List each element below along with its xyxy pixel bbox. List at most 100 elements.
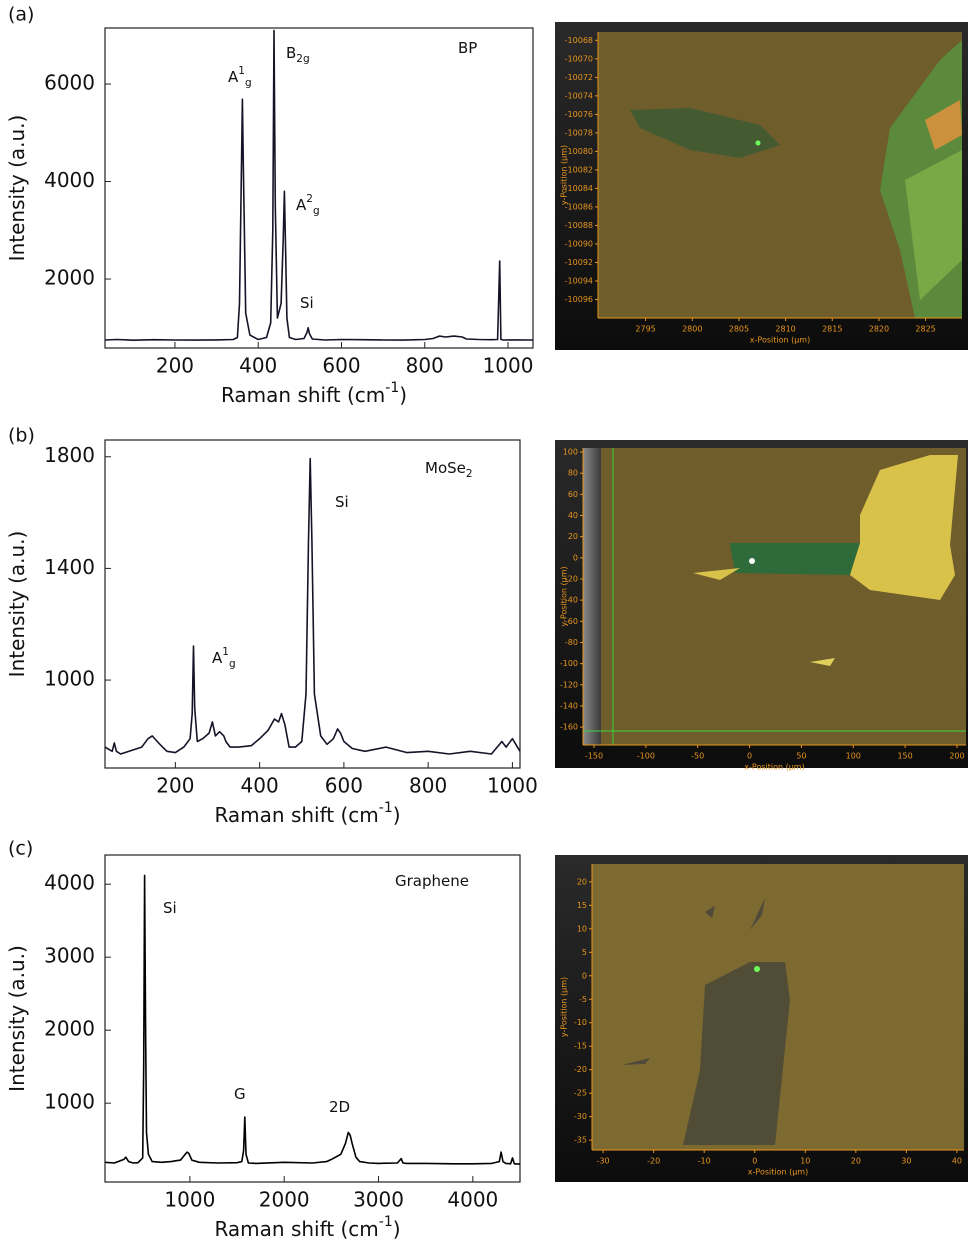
y-tick-label: 20 [577,877,587,886]
text-segment: g [229,658,236,670]
y-tick-label: 100 [563,448,578,457]
y-tick-label: 20 [568,532,578,541]
x-tick-label: 0 [752,1157,757,1166]
x-tick-label: 400 [239,354,277,378]
y-tick-label: -10068 [565,36,593,45]
plot-frame [105,28,533,348]
y-tick-label: -35 [574,1136,587,1145]
x-tick-label: 150 [897,752,912,761]
text-segment: 1 [222,646,229,658]
peak-annotation: BP [458,39,477,57]
y-tick-label: 4000 [44,871,95,895]
peak-annotation: A2g [296,193,320,217]
flake [730,543,860,575]
y-tick-label: 5 [582,948,587,957]
x-tick-label: 800 [406,354,444,378]
y-tick-label: -20 [574,1065,587,1074]
y-axis-label: Intensity (a.u.) [5,531,29,678]
y-tick-label: -25 [574,1089,587,1098]
y-tick-label: 10 [577,924,587,933]
y-axis-label: Intensity (a.u.) [5,945,29,1092]
y-tick-label: 2000 [44,266,95,290]
spectrum-line [105,30,533,340]
y-tick-label: -10092 [565,258,593,267]
y-tick-label: -10080 [565,147,593,156]
y-tick-label: 15 [577,901,587,910]
text-segment: G [234,1085,246,1103]
spectrum-line [105,875,520,1164]
x-tick-label: 20 [851,1157,861,1166]
peak-annotation: Si [300,294,314,312]
text-segment: B [286,44,296,62]
y-tick-label: -30 [574,1112,587,1121]
x-tick-label: 2805 [729,325,749,334]
x-tick-label: 2820 [869,325,889,334]
peak-annotation: Si [335,493,349,511]
text-segment: 2D [329,1098,350,1116]
laser-spot [754,966,760,972]
y-tick-label: 1000 [44,667,95,691]
y-tick-label: 1000 [44,1090,95,1114]
y-tick-label: -10096 [565,295,593,304]
y-tick-label: -10074 [565,91,593,100]
side-band [583,448,601,745]
x-tick-label: 50 [796,752,806,761]
peak-annotation: MoSe2 [425,459,473,481]
text-segment: ) [393,1217,401,1241]
x-tick-label: 40 [952,1157,962,1166]
x-tick-label: 4000 [447,1188,498,1212]
y-axis-label: y-Position (µm) [560,566,569,626]
x-tick-label: 30 [901,1157,911,1166]
y-tick-label: 2000 [44,1017,95,1041]
text-segment: g [313,205,320,217]
x-axis-label: Raman shift (cm-1) [221,380,407,407]
y-tick-label: -80 [565,638,578,647]
x-tick-label: 10 [800,1157,810,1166]
peak-annotation: G [234,1085,246,1103]
text-segment: -1 [379,1214,393,1230]
y-tick-label: -10078 [565,128,593,137]
laser-spot [749,558,755,564]
y-tick-label: -160 [560,723,578,732]
x-tick-label: -50 [691,752,704,761]
text-segment: Si [163,899,177,917]
x-tick-label: 400 [241,774,279,798]
x-axis-label: x-Position (µm) [748,1168,808,1177]
peak-annotation: 2D [329,1098,350,1116]
y-tick-label: -100 [560,659,578,668]
text-segment: Graphene [395,872,469,890]
y-tick-label: 40 [568,511,578,520]
text-segment: Intensity (a.u.) [5,115,29,262]
text-segment: ) [393,803,401,827]
text-segment: BP [458,39,477,57]
text-segment: Raman shift (cm [221,383,385,407]
x-tick-label: -100 [637,752,655,761]
text-segment: Intensity (a.u.) [5,945,29,1092]
y-tick-label: 0 [573,553,578,562]
micrograph [592,864,964,1150]
x-tick-label: 600 [325,774,363,798]
x-tick-label: 600 [322,354,360,378]
x-tick-label: 1000 [487,774,538,798]
text-segment: Si [335,493,349,511]
y-tick-label: 3000 [44,944,95,968]
text-segment: Intensity (a.u.) [5,531,29,678]
x-tick-label: 100 [846,752,861,761]
text-segment: 2g [296,53,309,65]
panel-label: (c) [8,838,33,860]
y-tick-label: -15 [574,1042,587,1051]
x-tick-label: 0 [747,752,752,761]
x-tick-label: 2825 [915,325,935,334]
y-tick-label: 1400 [44,555,95,579]
micrograph [598,32,962,318]
x-axis-label: x-Position (µm) [744,763,804,772]
y-tick-label: -10082 [565,165,593,174]
y-tick-label: -10070 [565,54,593,63]
y-tick-label: -10088 [565,221,593,230]
x-tick-label: 2795 [635,325,655,334]
y-tick-label: -10072 [565,73,593,82]
x-tick-label: 3000 [353,1188,404,1212]
x-tick-label: 2810 [775,325,795,334]
laser-spot [756,141,761,146]
y-tick-label: -10090 [565,239,593,248]
